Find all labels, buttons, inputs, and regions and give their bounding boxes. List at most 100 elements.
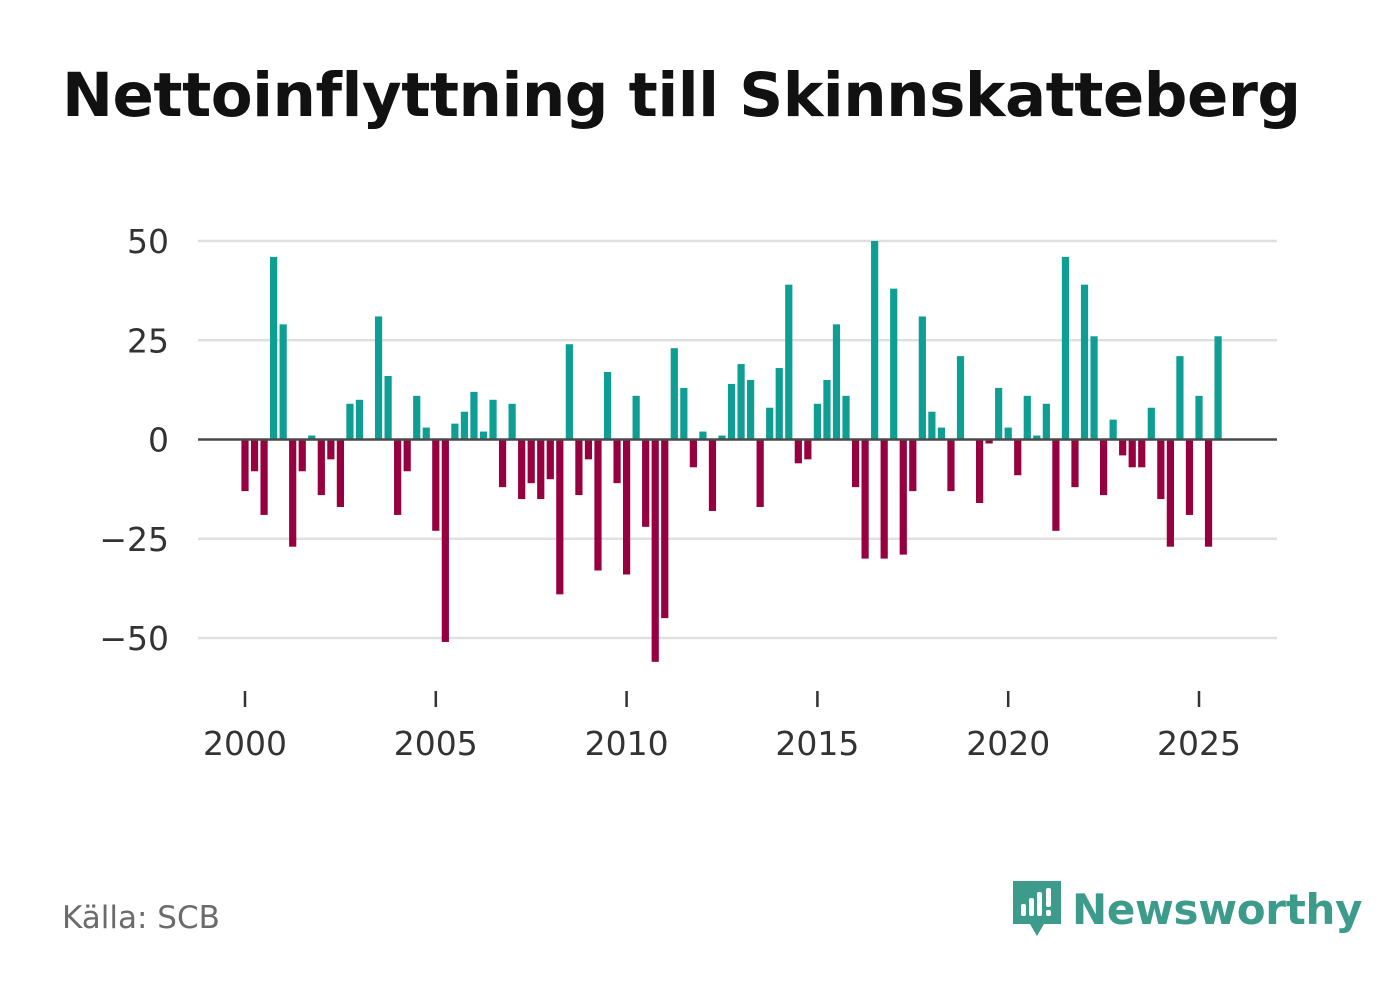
- bar-positive: [355, 399, 364, 440]
- bar-positive: [785, 284, 793, 440]
- bar-positive: [766, 407, 774, 440]
- bar-negative: [1166, 439, 1174, 547]
- bar-positive: [479, 431, 488, 440]
- bar-negative: [642, 439, 650, 527]
- bar-positive: [727, 383, 736, 440]
- x-tick-label: 2020: [966, 724, 1050, 763]
- bar-negative: [623, 439, 631, 575]
- bar-positive: [308, 435, 316, 440]
- bar-negative: [880, 439, 888, 559]
- bar-positive: [747, 379, 755, 440]
- bar-negative: [861, 439, 869, 559]
- bar-negative: [518, 439, 526, 500]
- bar-negative: [947, 439, 955, 492]
- bar-negative: [804, 439, 812, 460]
- bar-negative: [432, 439, 440, 531]
- bar-negative: [556, 439, 564, 595]
- bar-negative: [298, 439, 306, 472]
- bar-positive: [737, 364, 745, 440]
- bar-negative: [403, 439, 411, 472]
- bar-positive: [1147, 407, 1155, 440]
- chart-area: 50 25 0 −25 −50 2000 2005 2010 2015 2020 2025: [99, 222, 1277, 763]
- bar-positive: [718, 435, 726, 440]
- bar-negative: [708, 439, 717, 511]
- bar-negative: [689, 439, 697, 468]
- bar-positive: [813, 403, 821, 440]
- bar-negative: [909, 439, 917, 492]
- bar-negative: [794, 439, 802, 464]
- bar-positive: [699, 431, 707, 440]
- bar-positive: [890, 288, 898, 440]
- bar-positive: [603, 372, 612, 440]
- x-tick-label: 2010: [585, 724, 669, 763]
- brand-logo[interactable]: Newsworthy: [1010, 878, 1362, 940]
- bar-positive: [995, 387, 1003, 440]
- x-axis: 2000 2005 2010 2015 2020 2025: [203, 691, 1241, 763]
- bar-negative: [651, 439, 659, 662]
- x-tick-label: 2025: [1157, 724, 1241, 763]
- bar-positive: [1090, 336, 1098, 440]
- bar-negative: [899, 439, 907, 555]
- bar-negative: [537, 439, 545, 500]
- bar-negative: [289, 439, 297, 547]
- bar-negative: [1052, 439, 1060, 531]
- bar-negative: [336, 439, 344, 507]
- bar-positive: [1042, 403, 1050, 440]
- bar-negative: [575, 439, 583, 496]
- bar-negative: [584, 439, 593, 460]
- bar-negative: [1128, 439, 1136, 468]
- y-tick-label: 0: [148, 421, 169, 460]
- x-tick-label: 2015: [775, 724, 859, 763]
- source-label: Källa: SCB: [62, 900, 220, 936]
- bar-positive: [670, 348, 678, 440]
- bars: [241, 241, 1222, 662]
- bar-negative: [250, 439, 259, 472]
- bar-negative: [1014, 439, 1022, 476]
- y-tick-label: −50: [99, 619, 169, 658]
- bar-negative: [441, 439, 449, 642]
- bar-positive: [470, 391, 478, 440]
- bar-positive: [346, 403, 354, 440]
- bar-negative: [756, 439, 764, 507]
- bar-positive: [1195, 395, 1203, 440]
- bar-negative: [1204, 439, 1213, 547]
- bar-positive: [918, 316, 926, 440]
- chart-title: Nettoinflyttning till Skinnskatteberg: [62, 60, 1301, 131]
- bar-negative: [661, 439, 669, 619]
- bar-positive: [823, 379, 831, 440]
- bar-negative: [613, 439, 621, 484]
- bar-negative: [1071, 439, 1079, 488]
- bar-negative: [594, 439, 602, 571]
- x-tick-label: 2005: [394, 724, 478, 763]
- bar-positive: [422, 427, 430, 440]
- bar-negative: [327, 439, 335, 460]
- bar-positive: [270, 256, 278, 440]
- brand-name: Newsworthy: [1072, 884, 1363, 934]
- bar-positive: [508, 403, 516, 440]
- bar-positive: [632, 395, 640, 440]
- bar-positive: [680, 387, 688, 440]
- bar-negative: [527, 439, 535, 484]
- bar-positive: [775, 368, 783, 440]
- bar-positive: [928, 411, 936, 440]
- bar-positive: [956, 356, 965, 440]
- bar-positive: [871, 241, 879, 440]
- y-tick-label: 25: [127, 321, 169, 360]
- bar-positive: [842, 395, 850, 440]
- bar-negative: [1157, 439, 1165, 500]
- bar-negative: [260, 439, 268, 515]
- bar-positive: [1176, 356, 1184, 440]
- bar-negative: [1119, 439, 1127, 456]
- bar-positive: [413, 395, 421, 440]
- bar-positive: [279, 324, 287, 440]
- bar-negative: [1185, 439, 1194, 515]
- bar-negative: [975, 439, 984, 504]
- bar-positive: [1061, 256, 1070, 440]
- bar-positive: [1109, 419, 1117, 440]
- bar-negative: [1138, 439, 1146, 468]
- bar-positive: [937, 427, 946, 440]
- x-tick-label: 2000: [203, 724, 287, 763]
- bar-negative: [985, 439, 993, 444]
- bar-positive: [451, 423, 459, 440]
- bar-positive: [1214, 336, 1222, 440]
